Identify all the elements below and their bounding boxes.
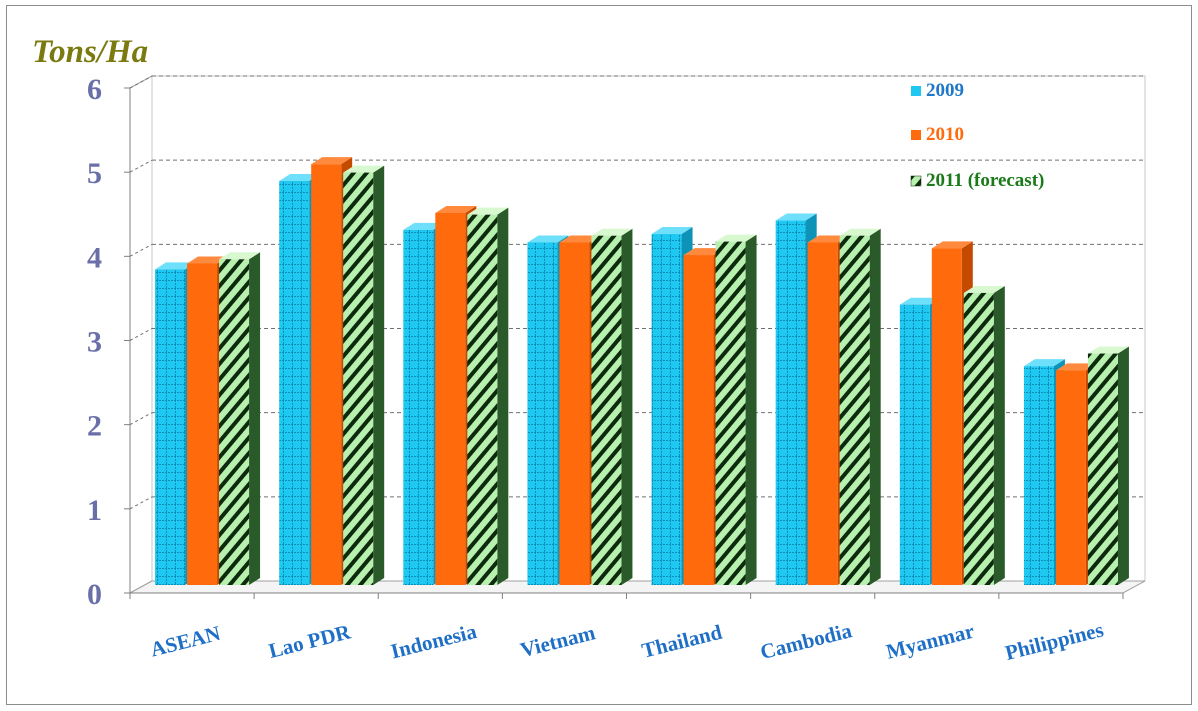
bar-top [1087, 346, 1129, 354]
bar-top [311, 157, 353, 165]
x-tick-label: Vietnam [518, 620, 598, 662]
bar-top [403, 222, 445, 230]
bar-top [963, 285, 1005, 293]
bar-top [155, 262, 197, 270]
legend-swatch [910, 175, 922, 187]
bar-front [963, 292, 994, 585]
bar [1087, 346, 1129, 585]
y-tick-label: 4 [87, 241, 102, 274]
y-axis-title: Tons/Ha [32, 34, 148, 70]
bar [963, 285, 1005, 585]
bar-top [899, 297, 941, 305]
legend-swatch [911, 130, 921, 140]
y-tick-label: 5 [87, 157, 102, 190]
bar-top [559, 235, 601, 243]
bar-front [1023, 366, 1054, 585]
y-tick-label: 0 [87, 578, 102, 611]
x-tick-label: Myanmar [884, 619, 977, 664]
legend-item: 2010 [911, 124, 964, 145]
bar-front [343, 172, 374, 586]
legend-label: 2010 [926, 124, 964, 145]
bar-side [373, 165, 385, 586]
bar-top [651, 227, 693, 235]
bar-front [899, 304, 930, 585]
legend: 2009 2010 2011 (forecast) [910, 80, 1044, 191]
bar-side [249, 252, 261, 585]
bar-front [279, 181, 310, 585]
bar-top [931, 241, 973, 249]
bar-top [527, 235, 569, 243]
bar-front [591, 235, 622, 586]
y-tick-label: 2 [87, 410, 102, 443]
bar-top [683, 248, 725, 256]
x-tick-label: Cambodia [758, 618, 855, 664]
bar-side [745, 234, 757, 585]
y-tick-label: 1 [87, 494, 102, 527]
bar-front [683, 255, 714, 586]
y-tick-label: 3 [87, 326, 102, 359]
bar-front [931, 248, 962, 586]
gridline-side [129, 328, 153, 341]
bars-group [155, 157, 1129, 586]
gridline-side [129, 75, 153, 89]
x-tick-label: ASEAN [148, 621, 223, 662]
bar-top [1055, 363, 1097, 371]
bar-front [839, 235, 870, 586]
bar-top [219, 252, 261, 260]
bar-front [219, 259, 250, 585]
bar-side [993, 285, 1005, 585]
plot-walls [129, 75, 1146, 594]
bar-top [807, 235, 849, 243]
bar-side [869, 228, 881, 586]
x-tick-label: Thailand [639, 620, 724, 663]
bar-front [467, 214, 498, 585]
x-tick-label: Philippines [1003, 617, 1106, 665]
bar-front [187, 263, 218, 585]
bar-top [839, 228, 881, 236]
gridline-side [129, 412, 153, 426]
bar-top [279, 174, 321, 181]
bar-side [497, 207, 509, 585]
bar-front [403, 229, 434, 586]
bar-top [187, 256, 229, 264]
bar-front [807, 242, 838, 586]
y-tick-label: 6 [87, 73, 102, 106]
bar-front [311, 164, 342, 585]
bar-front [1055, 370, 1086, 585]
bar [715, 234, 757, 585]
bar [839, 228, 881, 586]
bar [219, 252, 261, 585]
bar-top [435, 205, 477, 213]
bar-front [775, 220, 806, 585]
bar [343, 165, 385, 586]
x-tick-label: Indonesia [388, 619, 479, 664]
bar-side [1117, 346, 1129, 585]
gridline-side [129, 243, 153, 257]
legend-item: 2009 [911, 80, 964, 101]
bar-front [651, 234, 682, 585]
legend-swatch [911, 86, 921, 96]
bar-top [591, 228, 633, 236]
bar-top [467, 207, 509, 215]
bar-front [1087, 353, 1118, 585]
bar [591, 228, 633, 586]
gridline-side [129, 496, 153, 510]
bar-top [343, 165, 385, 173]
bar-front [155, 269, 186, 585]
bar-top [775, 213, 817, 221]
bar-front [715, 241, 746, 585]
legend-label: 2009 [926, 80, 964, 101]
bar-top [715, 234, 757, 242]
legend-item: 2011 (forecast) [910, 170, 1044, 191]
bar [467, 207, 509, 585]
bar-front [559, 242, 590, 586]
bar-front [527, 242, 558, 586]
bar-top [1023, 359, 1065, 367]
bar-side [621, 228, 633, 586]
legend-label: 2011 (forecast) [926, 170, 1044, 191]
x-tick-label: Lao PDR [266, 619, 354, 663]
bar-front [435, 212, 466, 585]
gridline-side [129, 159, 153, 173]
